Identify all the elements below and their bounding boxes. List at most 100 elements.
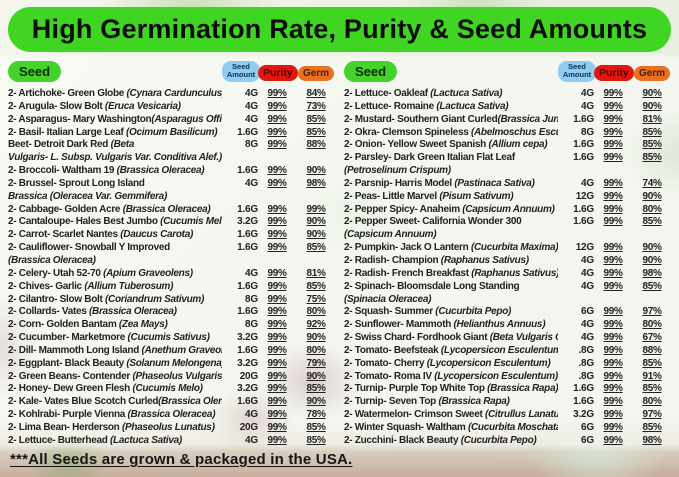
purity-value: 99% (267, 383, 287, 395)
seed-name: 2- Spinach- Bloomsdale Long Standing (344, 280, 520, 292)
seed-name: 2- Arugula- Slow Bolt (Eruca Vesicaria) (8, 100, 181, 112)
germ-value: 84% (306, 88, 326, 99)
purity-value: 99% (267, 370, 287, 382)
purity-value: 99% (267, 434, 287, 446)
table-row: 2- Okra- Clemson Spineless (Abelmoschus … (344, 127, 672, 140)
germ-column-badge: Germ (297, 65, 335, 81)
table-row: (Spinacia Oleracea) (344, 294, 672, 307)
germ-value: 85% (306, 113, 326, 125)
seed-amount-value: 1.6G (573, 203, 594, 215)
germ-value: 85% (642, 139, 662, 151)
table-row: (Capsicum Annuum) (344, 229, 672, 242)
table-row: 2- Spinach- Bloomsdale Long Standing 4G 99… (344, 281, 672, 294)
seed-name: 2- Peas- Little Marvel (Pisum Sativum) (344, 190, 514, 202)
table-row: 2- Artichoke- Green Globe (Cynara Cardun… (8, 88, 336, 101)
seed-name: 2- Eggplant- Black Beauty (Solanum Melon… (8, 357, 222, 369)
seed-header-cell: Seed (8, 61, 222, 82)
seed-name: 2- Basil- Italian Large Leaf (Ocimum Bas… (8, 126, 218, 138)
seed-name: 2- Okra- Clemson Spineless (Abelmoschus … (344, 126, 558, 138)
table-row: 2- Winter Squash- Waltham (Cucurbita Mos… (344, 422, 672, 435)
germ-value: 80% (306, 306, 326, 318)
purity-header-cell: Purity (594, 63, 634, 81)
purity-value: 99% (603, 190, 623, 202)
seed-name: 2- Collards- Vates (Brassica Oleracea) (8, 306, 177, 318)
seed-amount-value: 4G (245, 100, 258, 112)
table-row: 2- Chives- Garlic (Allium Tuberosum) 1.6G… (8, 281, 336, 294)
germ-value: 78% (306, 409, 326, 421)
table-row: 2- Arugula- Slow Bolt (Eruca Vesicaria) 4… (8, 101, 336, 114)
seed-name: 2- Cilantro- Slow Bolt (Coriandrum Sativ… (8, 293, 205, 305)
germ-value: 85% (306, 383, 326, 395)
purity-value: 99% (267, 319, 287, 331)
table-row: 2- Collards- Vates (Brassica Oleracea) 1.… (8, 306, 336, 319)
purity-header-cell: Purity (258, 63, 298, 81)
purity-value: 99% (603, 152, 623, 164)
germ-value: 85% (306, 126, 326, 138)
purity-value: 99% (267, 293, 287, 305)
seed-amount-value: 6G (581, 306, 594, 318)
purity-value: 99% (267, 396, 287, 408)
seed-name: 2- Tomato- Cherry (Lycopersicon Esculent… (344, 357, 551, 369)
table-row: 2- Swiss Chard- Fordhook Giant (Beta Vul… (344, 332, 672, 345)
germ-value: 80% (642, 203, 662, 215)
purity-value: 99% (603, 203, 623, 215)
table-row: (Petroselinum Crispum) (344, 165, 672, 178)
seed-name: 2- Radish- French Breakfast (Raphanus Sa… (344, 267, 558, 279)
germ-value: 67% (642, 332, 662, 344)
usa-footnote: ***All Seeds are grown & packaged in the… (10, 451, 353, 468)
seed-name: (Brassica Oleracea) (8, 254, 96, 266)
germ-value: 98% (642, 267, 662, 279)
amount-header-cell: Seed Amount (222, 60, 260, 83)
seed-amount-value: 4G (581, 100, 594, 112)
seed-table-right: Seed Seed Amount Purity Germ 2- Lettuce-… (344, 57, 672, 448)
seed-column-badge: Seed (344, 61, 398, 82)
seed-name: 2- Cauliflower- Snowball Y Improved (8, 242, 170, 254)
germ-value: 85% (642, 421, 662, 433)
purity-value: 99% (603, 139, 623, 151)
seed-name: 2- Onion- Yellow Sweet Spanish (Allium c… (344, 139, 548, 151)
germ-value: 91% (642, 370, 662, 382)
germ-value: 85% (306, 280, 326, 292)
seed-rows-left: 2- Artichoke- Green Globe (Cynara Cardun… (8, 88, 336, 448)
purity-column-badge: Purity (594, 64, 634, 81)
seed-amount-value: .8G (578, 370, 594, 382)
purity-value: 99% (603, 126, 623, 138)
germ-value: 73% (306, 100, 326, 112)
seed-name: 2- Chives- Garlic (Allium Tuberosum) (8, 280, 174, 292)
seed-table-left: Seed Seed Amount Purity Germ 2- Artichok… (8, 57, 336, 448)
purity-value: 99% (603, 396, 623, 408)
table-row: 2- Broccoli- Waltham 19 (Brassica Olerac… (8, 165, 336, 178)
purity-value: 99% (267, 332, 287, 344)
seed-amount-value: 8G (245, 293, 258, 305)
table-row: 2- Corn- Golden Bantam (Zea Mays) 8G 99% 92… (8, 319, 336, 332)
germ-value: 85% (642, 126, 662, 138)
table-row: Vulgaris- L. Subsp. Vulgaris Var. Condit… (8, 152, 336, 165)
germ-value: 81% (306, 267, 326, 279)
seed-amount-value: 4G (581, 332, 594, 344)
table-row: 2- Parsnip- Harris Model (Pastinaca Sati… (344, 178, 672, 191)
purity-value: 99% (603, 434, 623, 446)
seed-name: 2- Lettuce- Romaine (Lactuca Sativa) (344, 100, 509, 112)
table-row: 2- Zucchini- Black Beauty (Cucurbita Pep… (344, 435, 672, 448)
seed-name: (Petroselinum Crispum) (344, 165, 451, 177)
germ-value: 80% (642, 319, 662, 331)
seed-amount-value: 12G (575, 242, 595, 254)
table-row: 2- Cabbage- Golden Acre (Brassica Olerac… (8, 204, 336, 217)
purity-value: 99% (267, 216, 287, 228)
purity-value: 99% (603, 88, 623, 99)
seed-amount-value: 3.2G (237, 383, 258, 395)
seed-amount-value: 1.6G (573, 152, 594, 164)
seed-name: 2- Squash- Summer (Cucurbita Pepo) (344, 306, 512, 318)
table-row: 2- Watermelon- Crimson Sweet (Citrullus … (344, 409, 672, 422)
seed-name: 2- Radish- Champion (Raphanus Sativus) (344, 254, 529, 266)
seed-amount-value: 4G (245, 409, 258, 421)
seed-amount-value: 4G (245, 113, 258, 125)
germ-column-badge: Germ (633, 65, 671, 81)
germ-value: 85% (306, 434, 326, 446)
table-row: Brassica (Oleracea Var. Gemmifera) (8, 191, 336, 204)
purity-value: 99% (267, 409, 287, 421)
purity-column-badge: Purity (258, 64, 298, 81)
seed-name: 2- Sunflower- Mammoth (Helianthus Annuus… (344, 319, 546, 331)
purity-value: 99% (267, 88, 287, 99)
table-row: 2- Brussel- Sprout Long Island 4G 99% 98% (8, 178, 336, 191)
